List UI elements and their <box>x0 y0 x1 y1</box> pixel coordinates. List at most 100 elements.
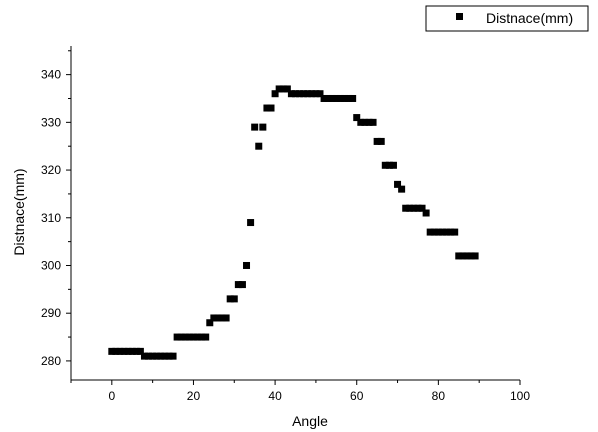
data-point <box>381 161 389 169</box>
y-tick-label: 300 <box>41 258 61 272</box>
data-point <box>251 123 259 131</box>
data-point <box>471 252 479 260</box>
axes-layer: 0 20 40 60 80 100 280 290 300 310 320 330 340 <box>41 46 530 403</box>
data-point <box>365 118 373 126</box>
y-tick-label: 280 <box>41 354 61 368</box>
data-point <box>402 204 410 212</box>
y-tick-label: 290 <box>41 306 61 320</box>
data-point <box>161 352 169 360</box>
data-point <box>353 114 361 122</box>
data-point <box>345 94 353 102</box>
points-layer <box>108 85 479 360</box>
data-point <box>173 333 181 341</box>
x-tick-label: 0 <box>108 389 115 403</box>
x-axis-title: Angle <box>292 413 328 429</box>
data-point <box>149 352 157 360</box>
data-point <box>210 314 218 322</box>
data-point <box>422 209 430 217</box>
data-point <box>222 314 230 322</box>
data-point <box>320 94 328 102</box>
data-point <box>124 347 132 355</box>
data-point <box>169 352 177 360</box>
data-point <box>185 333 193 341</box>
data-point <box>443 228 451 236</box>
data-point <box>467 252 475 260</box>
data-point <box>243 261 251 269</box>
data-point <box>140 352 148 360</box>
data-point <box>361 118 369 126</box>
data-point <box>238 281 246 289</box>
data-point <box>308 90 316 98</box>
data-point <box>189 333 197 341</box>
data-point <box>389 161 397 169</box>
y-tick-label: 340 <box>41 68 61 82</box>
data-point <box>116 347 124 355</box>
x-tick-label: 60 <box>350 389 364 403</box>
data-point <box>287 90 295 98</box>
data-point <box>455 252 463 260</box>
data-point <box>112 347 120 355</box>
data-point <box>394 180 402 188</box>
data-point <box>198 333 206 341</box>
y-tick-label: 310 <box>41 211 61 225</box>
x-tick-label: 100 <box>510 389 530 403</box>
data-point <box>194 333 202 341</box>
data-point <box>328 94 336 102</box>
data-point <box>296 90 304 98</box>
data-point <box>165 352 173 360</box>
data-point <box>206 319 214 327</box>
x-tick-label: 40 <box>268 389 282 403</box>
y-axis-title: Distnace(mm) <box>11 168 27 255</box>
data-point <box>316 90 324 98</box>
legend-label: Distnace(mm) <box>486 10 573 26</box>
data-point <box>426 228 434 236</box>
data-point <box>132 347 140 355</box>
data-point <box>120 347 128 355</box>
data-point <box>292 90 299 98</box>
data-point <box>398 185 406 193</box>
legend: Distnace(mm) <box>425 5 589 32</box>
data-point <box>230 295 238 303</box>
data-point <box>255 142 263 150</box>
data-point <box>283 85 291 93</box>
data-point <box>263 104 271 112</box>
data-point <box>234 281 242 289</box>
data-point <box>202 333 210 341</box>
data-point <box>377 137 385 145</box>
data-point <box>340 94 348 102</box>
data-point <box>300 90 308 98</box>
data-point <box>418 204 426 212</box>
data-point <box>275 85 283 93</box>
data-point <box>434 228 442 236</box>
data-point <box>136 347 144 355</box>
data-point <box>410 204 418 212</box>
data-point <box>181 333 189 341</box>
data-point <box>177 333 185 341</box>
x-tick-label: 80 <box>432 389 446 403</box>
y-tick-label: 320 <box>41 163 61 177</box>
legend-box <box>425 5 589 32</box>
data-point <box>438 228 446 236</box>
data-point <box>349 94 357 102</box>
data-point <box>108 347 116 355</box>
data-point <box>312 90 320 98</box>
data-point <box>451 228 459 236</box>
data-point <box>430 228 438 236</box>
data-point <box>214 314 222 322</box>
data-point <box>357 118 365 126</box>
data-point <box>271 90 279 98</box>
data-point <box>332 94 340 102</box>
data-point <box>373 137 381 145</box>
data-point <box>259 123 267 131</box>
data-point <box>157 352 165 360</box>
data-point <box>369 118 377 126</box>
data-point <box>463 252 471 260</box>
legend-marker <box>456 13 463 20</box>
data-point <box>218 314 226 322</box>
data-point <box>406 204 414 212</box>
x-tick-label: 20 <box>187 389 201 403</box>
data-point <box>247 219 255 227</box>
data-point <box>385 161 393 169</box>
